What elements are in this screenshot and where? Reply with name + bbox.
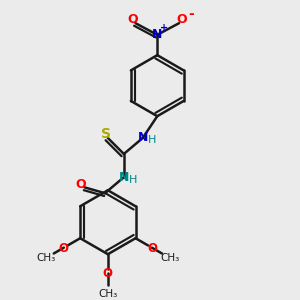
Text: O: O [127, 13, 138, 26]
Text: N: N [119, 171, 129, 184]
Text: H: H [129, 175, 137, 185]
Text: N: N [137, 131, 148, 145]
Text: -: - [188, 8, 194, 22]
Text: O: O [103, 268, 113, 281]
Text: CH₃: CH₃ [36, 253, 55, 263]
Text: O: O [177, 13, 187, 26]
Text: O: O [58, 242, 68, 255]
Text: S: S [101, 128, 111, 142]
Text: CH₃: CH₃ [98, 289, 118, 299]
Text: N: N [152, 28, 163, 41]
Text: CH₃: CH₃ [160, 253, 180, 263]
Text: O: O [75, 178, 86, 191]
Text: O: O [148, 242, 158, 255]
Text: +: + [160, 23, 168, 33]
Text: H: H [148, 135, 156, 145]
